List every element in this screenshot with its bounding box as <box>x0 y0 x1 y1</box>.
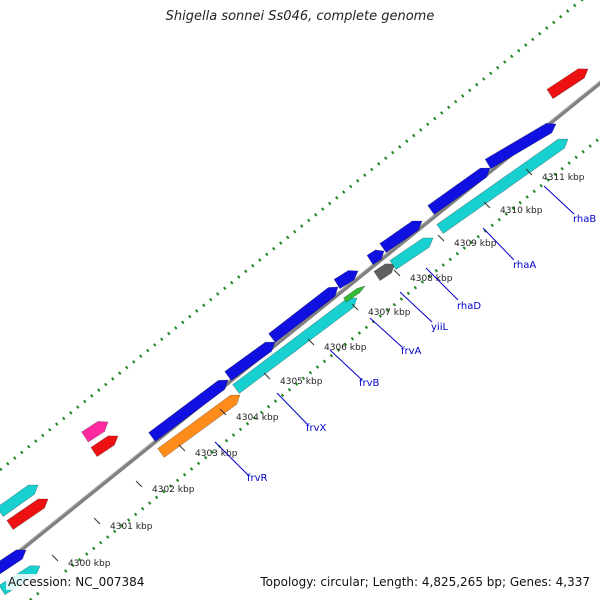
gene-label-frvA: frvA <box>401 346 422 357</box>
gene-label-yiiL: yiiL <box>431 322 448 333</box>
tick-label: 4300 kbp <box>68 559 111 569</box>
accession-text: Accession: NC_007384 <box>6 574 147 590</box>
map-title: Shigella sonnei Ss046, complete genome <box>165 9 435 24</box>
gc-dot-track-outer <box>0 0 584 472</box>
cds-blue-1 <box>148 379 229 442</box>
gene-label-rhaD: rhaD <box>457 301 481 312</box>
cds-blue-7 <box>427 167 491 215</box>
gene-label-leader <box>482 227 515 261</box>
tick-label: 4310 kbp <box>500 206 543 216</box>
gene-label-leader <box>214 441 249 476</box>
scale-ticks: 4300 kbp 4301 kbp 4302 kbp 4303 kbp 4304 kbp… <box>51 168 585 569</box>
tick-label: 4307 kbp <box>368 308 411 318</box>
cds-blue-6 <box>379 220 423 253</box>
tick-label: 4304 kbp <box>236 413 279 423</box>
cds-red-1 <box>546 68 589 100</box>
tick-mark <box>51 554 59 562</box>
gene-label-leader <box>276 392 309 426</box>
cds-blue-3 <box>268 286 339 343</box>
tick-mark <box>178 444 186 452</box>
gene-label-leader <box>425 267 459 301</box>
tick-mark <box>483 201 491 209</box>
cds-blue-5 <box>366 249 385 266</box>
cds-blue-9 <box>0 549 27 575</box>
gene-labels: frvR frvX frvB frvA yiiL rhaD rhaA rhaB <box>214 185 596 484</box>
cds-blue-8 <box>484 123 557 170</box>
gene-label-rhaA: rhaA <box>513 260 536 271</box>
tick-label: 4305 kbp <box>280 377 323 387</box>
tick-mark <box>393 269 401 277</box>
gene-label-frvX: frvX <box>306 423 327 434</box>
gene-label-leader <box>399 291 433 323</box>
tick-mark <box>93 517 101 525</box>
tick-mark <box>135 480 143 488</box>
tick-mark <box>525 168 533 176</box>
gene-label-frvB: frvB <box>359 378 380 389</box>
gene-label-leader <box>329 349 363 381</box>
cds-red-3 <box>6 498 49 530</box>
cds-cyan-2 <box>389 237 434 270</box>
tick-label: 4309 kbp <box>454 239 497 249</box>
tick-mark <box>263 372 271 380</box>
tick-label: 4308 kbp <box>410 274 453 284</box>
tick-mark <box>307 338 315 346</box>
tick-mark <box>219 408 227 416</box>
tick-label: 4301 kbp <box>110 522 153 532</box>
gene-label-frvR: frvR <box>247 473 268 484</box>
cds-red-2 <box>90 435 119 457</box>
gene-label-leader <box>369 317 403 348</box>
feature-track <box>0 68 589 596</box>
cds-blue-4 <box>333 270 359 290</box>
cds-cyan-1 <box>232 297 358 394</box>
cds-gray-1 <box>373 263 396 281</box>
tick-mark <box>437 234 445 242</box>
dot-track-outer-line <box>0 0 584 472</box>
gene-label-rhaB: rhaB <box>573 214 596 225</box>
gene-label-leader <box>543 185 575 215</box>
tick-label: 4303 kbp <box>195 449 238 459</box>
cds-blue-2 <box>224 341 276 381</box>
tick-mark <box>351 303 359 311</box>
cds-magenta-1 <box>81 421 109 443</box>
tick-label: 4302 kbp <box>152 485 195 495</box>
cds-green-1 <box>343 285 366 303</box>
tick-label: 4306 kbp <box>324 343 367 353</box>
genome-summary-text: Topology: circular; Length: 4,825,265 bp… <box>258 574 592 590</box>
tick-label: 4311 kbp <box>542 173 585 183</box>
cds-cyan-3 <box>436 138 569 234</box>
cds-cyan-4 <box>0 484 39 517</box>
